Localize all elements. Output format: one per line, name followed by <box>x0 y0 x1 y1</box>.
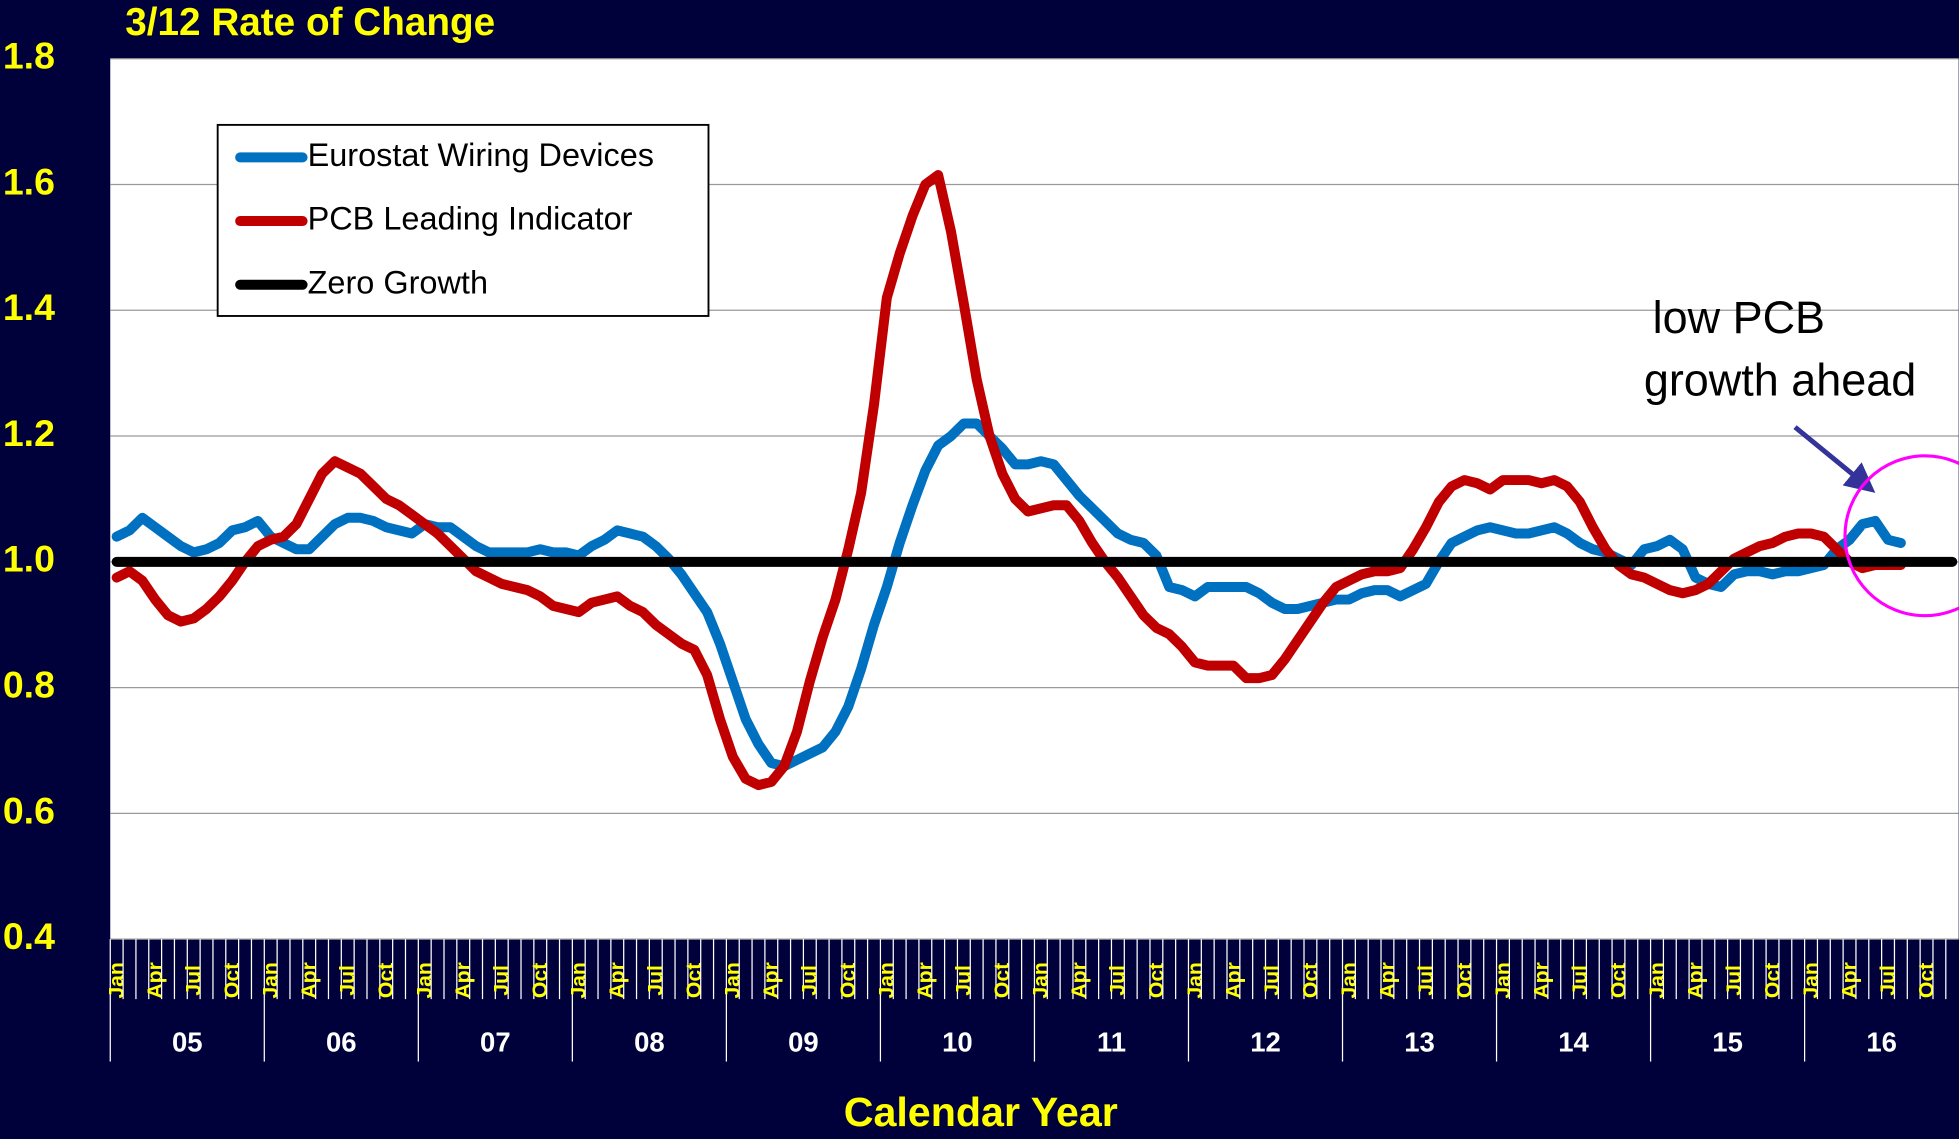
x-axis-label: Calendar Year <box>844 1089 1118 1135</box>
legend-label: Eurostat Wiring Devices <box>308 137 654 173</box>
x-tick-label: Oct <box>1145 963 1168 998</box>
x-tick-label: Apr <box>298 962 321 999</box>
x-tick-label: Jan <box>1338 962 1361 999</box>
x-tick-label: Oct <box>1761 963 1784 998</box>
x-tick-label: Oct <box>221 963 244 998</box>
x-tick-label: Jan <box>1800 962 1823 999</box>
x-tick-label: Apr <box>606 962 629 999</box>
x-tick-label: Jan <box>568 962 591 999</box>
x-tick-label: Jan <box>1184 962 1207 999</box>
year-label: 09 <box>788 1026 819 1057</box>
chart-title: 3/12 Rate of Change <box>125 1 495 44</box>
year-label: 10 <box>942 1026 973 1057</box>
x-tick-label: Jan <box>876 962 899 999</box>
year-label: 08 <box>634 1026 665 1057</box>
legend-label: Zero Growth <box>308 264 488 300</box>
x-tick-label: Apr <box>1684 962 1707 999</box>
x-tick-label: Oct <box>1453 963 1476 998</box>
y-tick-label: 0.4 <box>3 915 55 957</box>
year-label: 13 <box>1404 1026 1435 1057</box>
year-label: 14 <box>1558 1026 1589 1057</box>
x-tick-label: Apr <box>760 962 783 999</box>
x-tick-label: Jan <box>106 962 129 999</box>
year-label: 05 <box>172 1026 203 1057</box>
y-tick-label: 1.6 <box>3 160 55 202</box>
x-tick-label: Jul <box>1877 965 1900 996</box>
lines <box>111 170 1958 791</box>
x-tick-label: Jan <box>1030 962 1053 999</box>
x-tick-label: Jul <box>1107 965 1130 996</box>
year-label: 07 <box>480 1026 511 1057</box>
series-line <box>111 170 1906 791</box>
legend-label: PCB Leading Indicator <box>308 201 633 237</box>
year-label: 15 <box>1712 1026 1743 1057</box>
x-tick-label: Apr <box>1376 962 1399 999</box>
x-tick-label: Jul <box>645 965 668 996</box>
x-tick-label: Jul <box>1415 965 1438 996</box>
x-tick-label: Jan <box>414 962 437 999</box>
x-tick-label: Apr <box>144 962 167 999</box>
highlight-circle <box>1843 454 1959 618</box>
annotation-line: growth ahead <box>1644 354 1916 405</box>
x-tick-label: Jan <box>1492 962 1515 999</box>
y-tick-label: 1.0 <box>3 538 55 580</box>
year-label: 12 <box>1250 1026 1281 1057</box>
year-label: 11 <box>1097 1026 1126 1057</box>
x-tick-label: Apr <box>1068 962 1091 999</box>
x-tick-label: Jan <box>1646 962 1669 999</box>
x-tick-label: Jul <box>1261 965 1284 996</box>
x-tick-label: Oct <box>529 963 552 998</box>
x-tick-label: Jul <box>183 965 206 996</box>
annotation-arrow <box>1793 425 1876 493</box>
x-tick-label: Oct <box>1299 963 1322 998</box>
x-tick-label: Oct <box>683 963 706 998</box>
year-label: 06 <box>326 1026 357 1057</box>
x-tick-label: Oct <box>837 963 860 998</box>
x-tick-label: Oct <box>1915 963 1938 998</box>
x-tick-label: Apr <box>914 962 937 999</box>
y-tick-label: 1.2 <box>3 412 55 454</box>
x-tick-label: Jul <box>953 965 976 996</box>
y-tick-label: 1.4 <box>3 286 55 328</box>
x-tick-label: Jul <box>799 965 822 996</box>
y-tick-label: 1.8 <box>3 35 55 77</box>
x-tick-label: Oct <box>991 963 1014 998</box>
y-tick-label: 0.8 <box>3 664 55 706</box>
x-tick-label: Oct <box>375 963 398 998</box>
x-tick-label: Jul <box>1723 965 1746 996</box>
x-tick-label: Apr <box>1530 962 1553 999</box>
x-tick-label: Jul <box>1569 965 1592 996</box>
x-tick-label: Jan <box>260 962 283 999</box>
year-label: 16 <box>1866 1026 1897 1057</box>
y-tick-label: 0.6 <box>3 789 55 831</box>
x-tick-label: Jan <box>722 962 745 999</box>
x-tick-label: Apr <box>1838 962 1861 999</box>
legend: Eurostat Wiring Devices PCB Leading Indic… <box>216 123 710 317</box>
x-axis: Jan Apr Jul Oct Jan Apr Jul Oct Jan Apr Jul Oct Jan A… <box>106 939 1947 1062</box>
x-tick-label: Oct <box>1607 963 1630 998</box>
x-tick-label: Apr <box>452 962 475 999</box>
annotation-line: low PCB <box>1653 292 1825 343</box>
x-tick-label: Jul <box>491 965 514 996</box>
x-tick-label: Apr <box>1222 962 1245 999</box>
x-tick-label: Jul <box>337 965 360 996</box>
